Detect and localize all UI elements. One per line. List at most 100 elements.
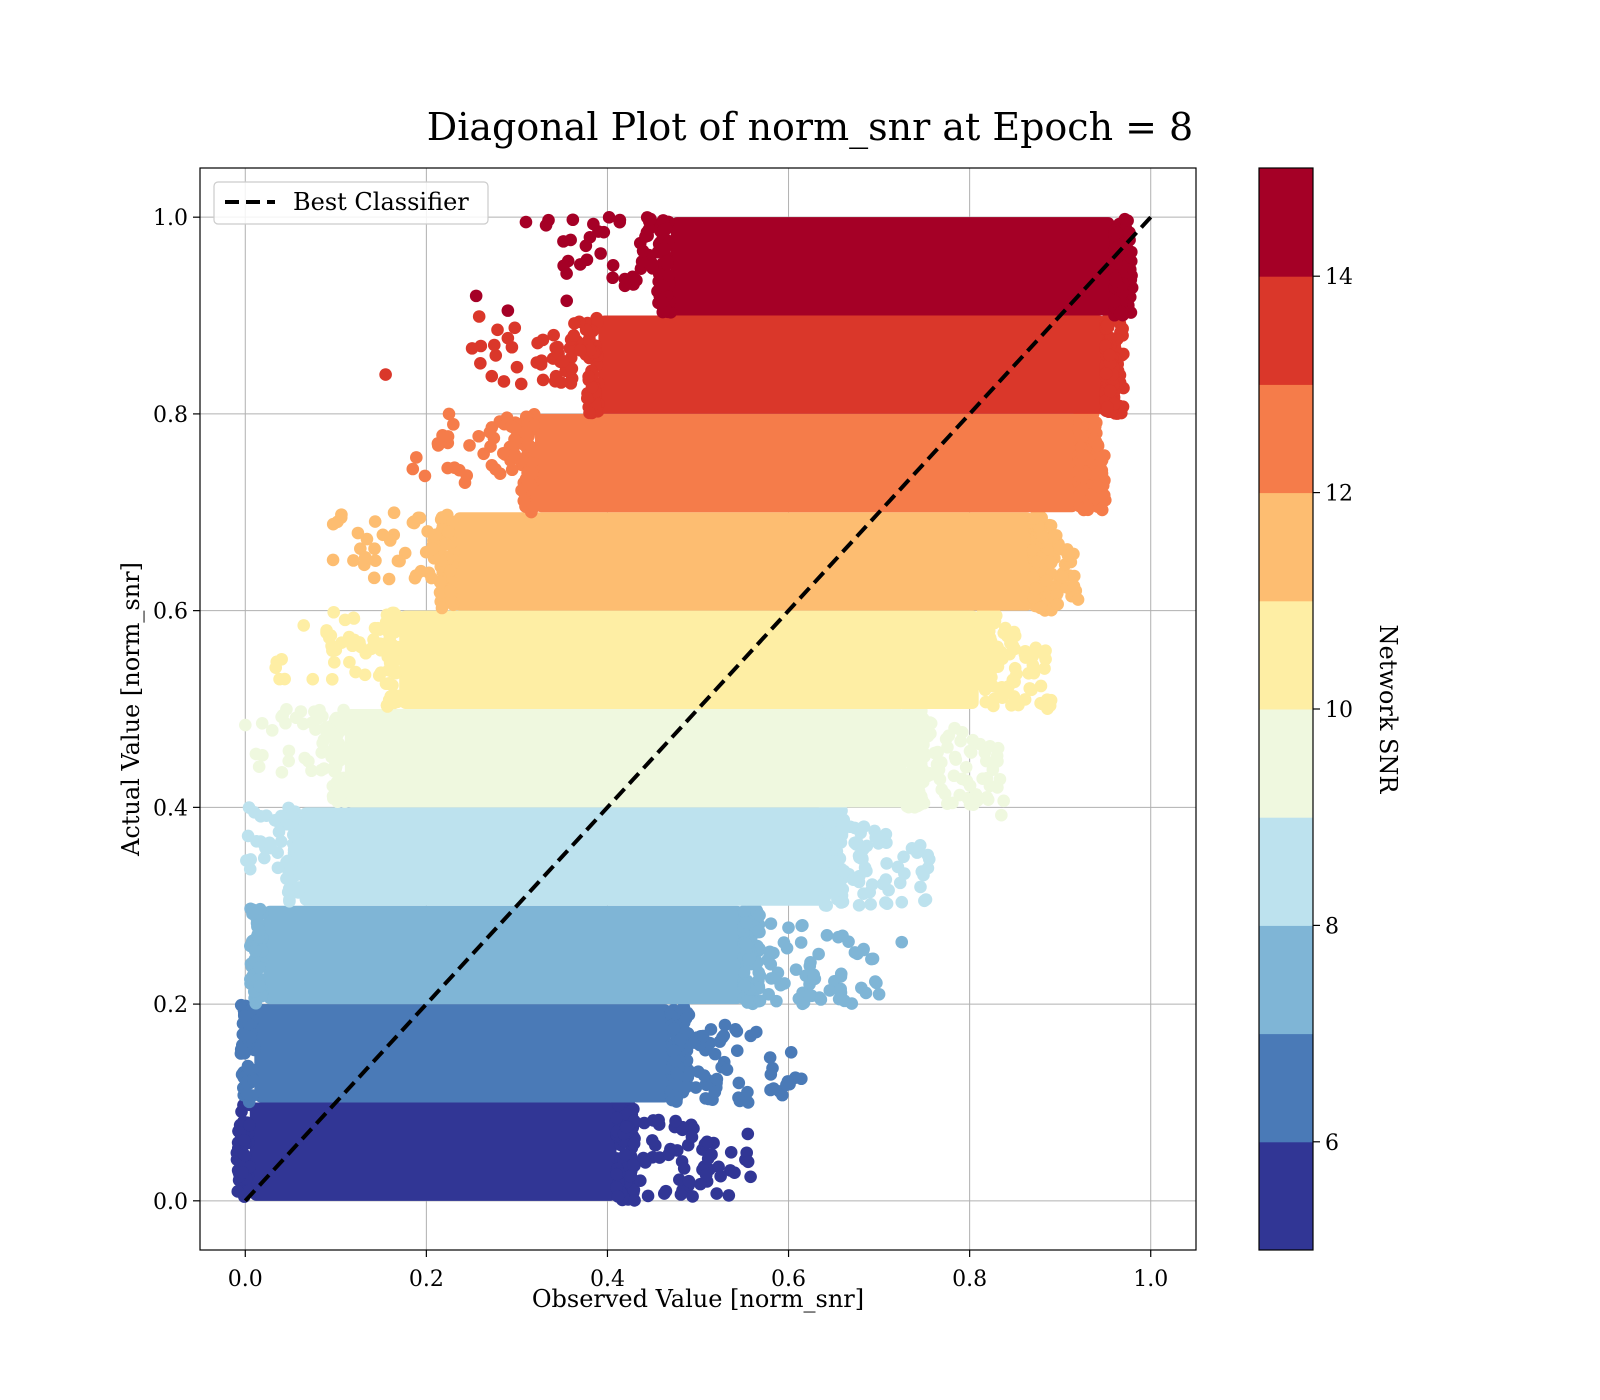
legend-label-best-classifier: Best Classifier [293,188,469,216]
scatter-point [644,212,657,226]
scatter-point [764,917,778,930]
scatter-point [367,571,381,585]
scatter-point [869,831,882,844]
scatter-point [860,839,874,853]
scatter-point [1026,543,1040,557]
scatter-point [737,905,751,918]
scatter-point [1027,646,1041,659]
y-tick-label: 0.4 [153,796,188,821]
scatter-point [376,528,390,542]
scatter-point [270,655,284,669]
colorbar-segment [1259,276,1313,385]
scatter-point [564,233,577,247]
scatter-point [1100,319,1114,332]
scatter-point [674,1033,687,1046]
scatter-point [931,745,944,759]
scatter-point [1003,647,1016,661]
scatter-point [465,342,479,355]
colorbar-segment [1259,492,1313,602]
scatter-point [316,736,329,750]
scatter-point [606,271,619,285]
band-core [670,217,1115,316]
colorbar-tick-label: 10 [1325,698,1353,723]
scatter-point [964,746,978,759]
scatter-point [680,1080,693,1094]
scatter-point [1044,693,1058,707]
scatter-point [1075,470,1089,483]
scatter-point [641,1189,655,1203]
scatter-point [795,1072,808,1086]
scatter-point [1076,449,1090,462]
scatter-point [489,462,502,476]
scatter-point [521,437,535,451]
scatter-point [1040,574,1053,588]
x-tick-label: 0.8 [952,1267,987,1292]
scatter-point [802,989,816,1002]
scatter-point [789,963,803,976]
scatter-point [426,542,439,556]
scatter-point [685,1130,699,1144]
scatter-point [238,1134,251,1147]
scatter-point [294,705,308,718]
scatter-point [501,331,515,345]
scatter-point [670,1079,684,1092]
scatter-point [243,1118,256,1132]
scatter-point [738,979,752,992]
scatter-point [565,362,579,375]
scatter-point [414,564,428,578]
scatter-point [681,1070,695,1084]
scatter-point [866,952,880,966]
scatter-point [508,448,521,461]
colorbar-ticks: 6 8 10 12 14 [1313,265,1353,1156]
scatter-point [910,737,923,751]
scatter-point [293,866,306,880]
scatter-point [325,672,339,686]
scatter-point [976,641,990,655]
scatter-point [794,936,808,949]
scatter-point [696,1029,710,1043]
scatter-point [313,703,326,717]
scatter-point [597,225,611,239]
scatter-point [814,993,828,1006]
scatter-point [942,729,956,742]
scatter-point [393,554,406,568]
scatter-point [268,813,282,827]
scatter-point [1110,226,1123,240]
scatter-point [491,323,504,337]
scatter-point [249,747,263,761]
scatter-point [501,304,515,317]
scatter-point [776,1088,789,1102]
scatter-point [730,1044,744,1058]
scatter-point [642,222,656,236]
scatter-point [821,815,834,829]
scatter-point [913,778,926,792]
scatter-point [542,213,555,227]
scatter-point [442,525,455,538]
scatter-point [1027,512,1041,525]
scatter-point [390,618,404,631]
scatter-point [744,1170,757,1184]
colorbar-segment [1259,925,1313,1035]
snr-band [269,604,1058,716]
scatter-point [291,881,305,894]
scatter-point [1006,673,1020,687]
scatter-point [983,779,997,793]
legend: Best Classifier [213,181,489,225]
scatter-point [1109,275,1123,288]
scatter-point [359,644,373,658]
scatter-point [485,369,499,383]
scatter-point [763,1051,777,1064]
scatter-point [718,1018,732,1032]
x-tick-label: 1.0 [1133,1267,1168,1292]
colorbar-tick-label: 14 [1325,265,1353,290]
scatter-point [872,987,886,1001]
scatter-point [519,215,533,229]
scatter-point [630,274,643,287]
scatter-point [635,255,649,268]
scatter-point [657,242,671,256]
scatter-point [265,724,279,737]
scatter-point [655,295,669,309]
best-classifier-line [243,215,1153,1203]
scatter-point [508,321,522,335]
scatter-point [639,1156,652,1169]
